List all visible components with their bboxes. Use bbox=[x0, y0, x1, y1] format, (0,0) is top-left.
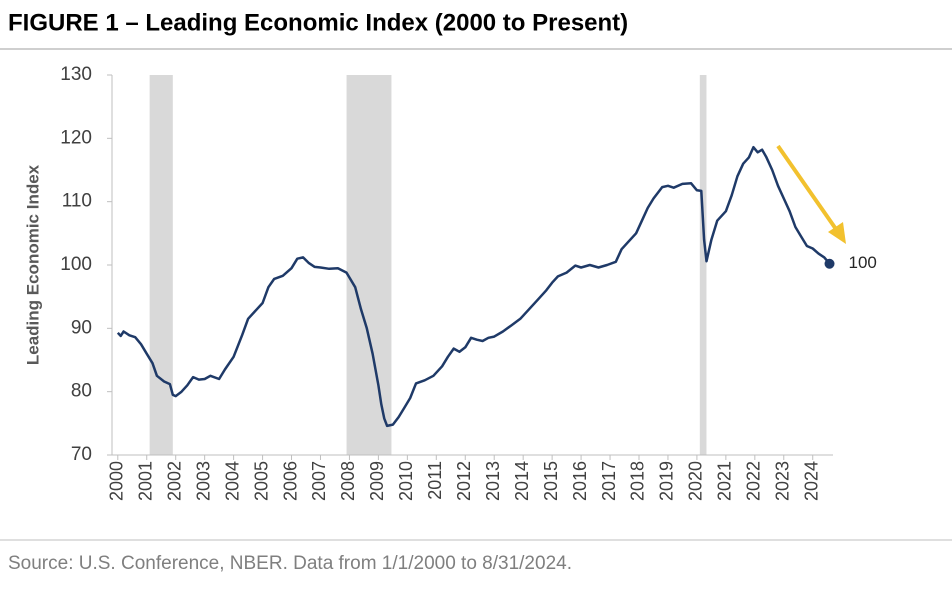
x-tick-label: 2019 bbox=[657, 461, 677, 501]
x-tick-label: 2011 bbox=[425, 461, 445, 500]
recession-band bbox=[699, 75, 707, 455]
x-tick-label: 2007 bbox=[309, 461, 329, 501]
x-tick-label: 2009 bbox=[367, 461, 387, 501]
x-tick-label: 2022 bbox=[744, 461, 764, 501]
x-tick-label: 2021 bbox=[715, 461, 735, 501]
y-tick-label: 90 bbox=[71, 317, 92, 338]
x-tick-label: 2013 bbox=[483, 461, 503, 501]
x-tick-label: 2005 bbox=[251, 461, 271, 501]
y-tick-label: 120 bbox=[60, 127, 92, 148]
x-tick-label: 2023 bbox=[773, 461, 793, 501]
y-tick-label: 110 bbox=[62, 191, 92, 212]
trend-arrow bbox=[776, 144, 840, 234]
data-line bbox=[116, 145, 831, 428]
y-tick-label: 80 bbox=[71, 381, 92, 402]
end-point bbox=[824, 258, 835, 269]
x-tick-label: 2003 bbox=[193, 461, 213, 501]
recession-band bbox=[346, 75, 392, 455]
recession-band bbox=[149, 75, 173, 455]
x-tick-label: 2012 bbox=[454, 461, 474, 501]
end-label: 100 bbox=[849, 253, 877, 272]
x-tick-label: 2020 bbox=[686, 461, 706, 501]
chart-title: FIGURE 1 – Leading Economic Index (2000 … bbox=[8, 9, 628, 36]
x-tick-label: 2008 bbox=[338, 461, 358, 501]
y-axis-label: Leading Economic Index bbox=[23, 164, 42, 365]
y-tick-label: 130 bbox=[60, 64, 92, 85]
x-tick-label: 2016 bbox=[570, 461, 590, 501]
source-note: Source: U.S. Conference, NBER. Data from… bbox=[8, 553, 572, 574]
x-tick-label: 2006 bbox=[280, 461, 300, 501]
x-tick-label: 2002 bbox=[164, 461, 184, 501]
x-tick-label: 2004 bbox=[222, 461, 242, 501]
trend-arrow-head bbox=[828, 222, 846, 244]
x-tick-label: 2000 bbox=[107, 461, 127, 501]
x-tick-label: 2001 bbox=[135, 461, 155, 501]
x-tick-label: 2017 bbox=[599, 461, 619, 501]
x-tick-label: 2018 bbox=[628, 461, 648, 501]
y-tick-label: 100 bbox=[60, 254, 92, 275]
x-tick-label: 2014 bbox=[512, 461, 532, 501]
x-tick-label: 2010 bbox=[396, 461, 416, 501]
x-tick-label: 2024 bbox=[801, 461, 821, 501]
x-tick-label: 2015 bbox=[541, 461, 561, 501]
y-tick-label: 70 bbox=[71, 444, 92, 465]
